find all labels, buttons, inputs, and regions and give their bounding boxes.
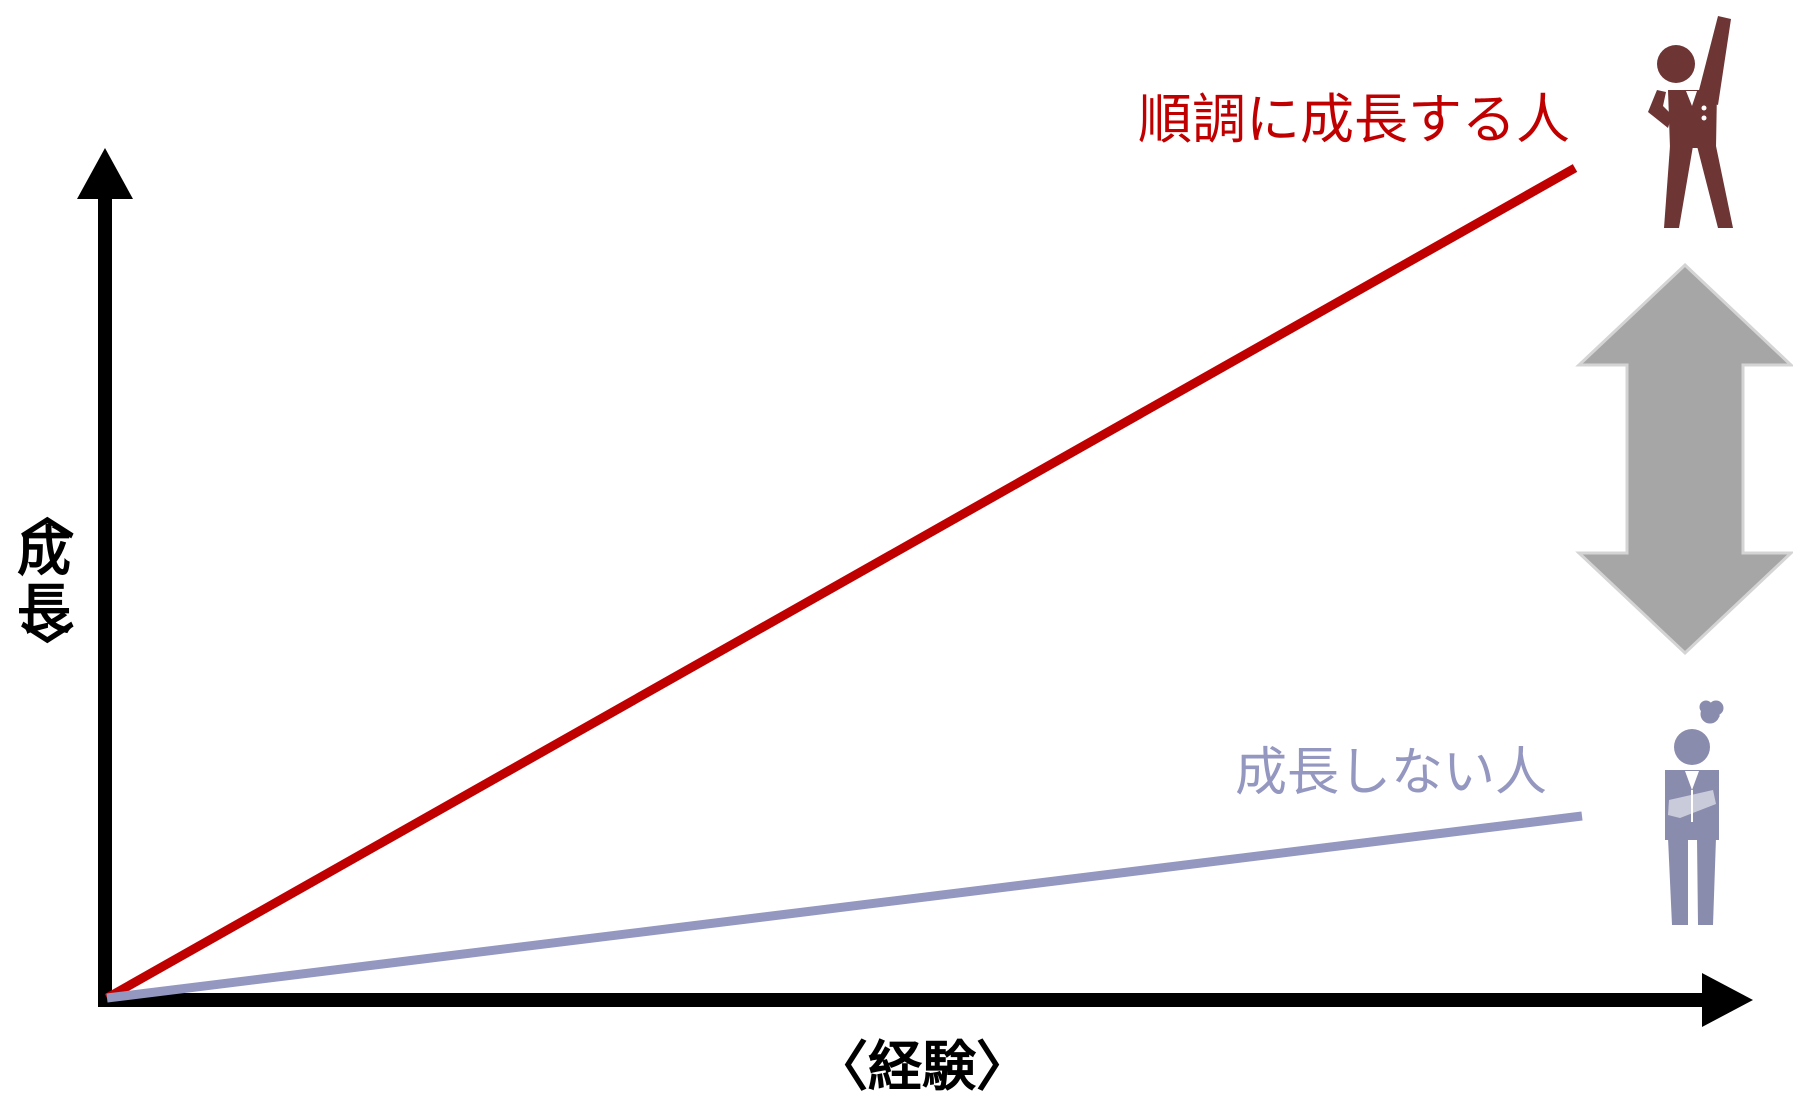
- x-axis-label: 〈経験〉: [814, 1035, 1030, 1097]
- worried-businessman-icon: [1665, 700, 1724, 925]
- flat-person-label: 成長しない人: [1235, 743, 1547, 803]
- y-axis-label: 〈 成 長 〉: [14, 486, 77, 674]
- y-axis-label-char: 成: [17, 520, 71, 583]
- y-axis-label-char: 〉: [14, 620, 77, 674]
- x-axis-arrow-icon: [1702, 973, 1753, 1027]
- y-axis-arrow-icon: [77, 148, 133, 199]
- axes: [77, 148, 1753, 1027]
- double-headed-vertical-arrow-icon: [1575, 262, 1793, 656]
- y-axis-label-char: 長: [17, 578, 72, 641]
- growth-line-growing: [104, 164, 1578, 1002]
- growing-person-label: 順調に成長する人: [1138, 88, 1570, 151]
- worry-scribble-icon: [1699, 700, 1724, 724]
- growth-line-flat: [106, 811, 1583, 1003]
- y-axis-label-char: 〈: [14, 486, 77, 540]
- cheering-businessman-icon: [1648, 16, 1733, 228]
